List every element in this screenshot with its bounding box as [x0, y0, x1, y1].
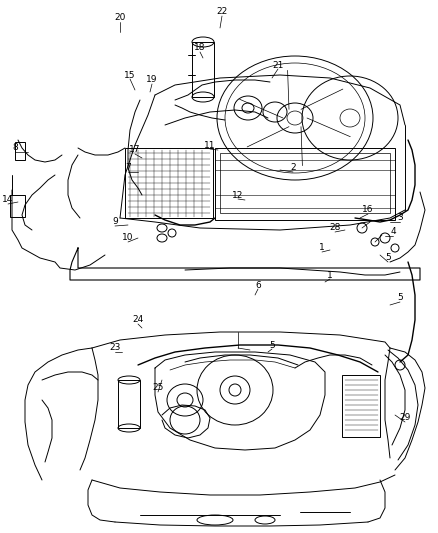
Text: 2: 2 — [290, 164, 296, 173]
Text: 24: 24 — [132, 316, 144, 325]
Text: 6: 6 — [255, 280, 261, 289]
Text: 5: 5 — [269, 341, 275, 350]
Bar — [125, 148, 213, 218]
Text: 19: 19 — [146, 76, 158, 85]
Text: 16: 16 — [362, 206, 374, 214]
Text: 12: 12 — [232, 190, 244, 199]
Text: 22: 22 — [216, 7, 228, 17]
Bar — [10, 195, 25, 217]
Text: 1: 1 — [319, 244, 325, 253]
Bar — [118, 380, 140, 428]
Text: 7: 7 — [125, 164, 131, 173]
Text: 18: 18 — [194, 44, 206, 52]
Text: 23: 23 — [110, 343, 121, 352]
Text: 8: 8 — [12, 143, 18, 152]
Text: 15: 15 — [124, 70, 136, 79]
Bar — [192, 42, 214, 97]
Bar — [220, 153, 390, 213]
Bar — [342, 375, 380, 437]
Text: 4: 4 — [390, 228, 396, 237]
Text: 11: 11 — [204, 141, 216, 149]
Text: 5: 5 — [397, 294, 403, 303]
Bar — [215, 148, 395, 220]
Text: 1: 1 — [327, 271, 333, 279]
Text: 28: 28 — [329, 223, 341, 232]
Text: 10: 10 — [122, 233, 134, 243]
Text: 14: 14 — [2, 196, 14, 205]
Text: 3: 3 — [397, 214, 403, 222]
Text: 17: 17 — [129, 146, 141, 155]
Text: 5: 5 — [385, 254, 391, 262]
Text: 20: 20 — [114, 13, 126, 22]
Bar — [15, 142, 25, 160]
Text: 29: 29 — [399, 414, 411, 423]
Text: 21: 21 — [272, 61, 284, 69]
Text: 25: 25 — [152, 384, 164, 392]
Text: 9: 9 — [112, 217, 118, 227]
